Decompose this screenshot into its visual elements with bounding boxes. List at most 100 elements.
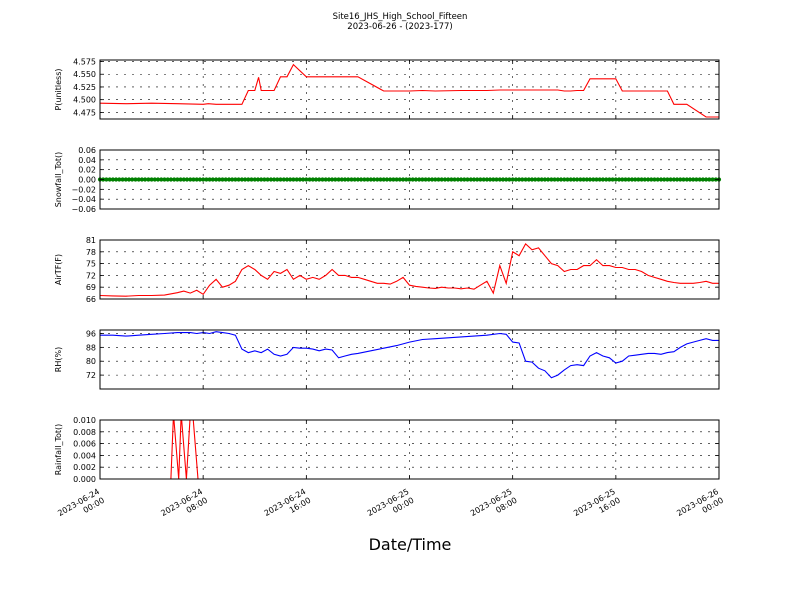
data-point <box>326 177 331 182</box>
data-point <box>220 177 225 182</box>
data-point <box>665 177 670 182</box>
y-tick-label: 0.04 <box>78 156 96 165</box>
data-point <box>417 177 422 182</box>
y-tick-label: 72 <box>86 271 96 280</box>
y-tick-label: 66 <box>86 295 96 304</box>
data-point <box>442 177 448 182</box>
data-point <box>143 177 148 182</box>
data-point <box>168 177 173 182</box>
y-tick-label: 0.002 <box>73 463 96 472</box>
y-tick-label: 72 <box>86 371 96 380</box>
data-point <box>139 177 144 182</box>
data-point <box>484 177 489 182</box>
data-point <box>658 177 664 182</box>
data-point <box>165 177 170 182</box>
data-point <box>675 177 680 182</box>
data-point <box>236 177 241 182</box>
data-point <box>610 177 615 182</box>
data-point <box>617 177 622 182</box>
y-tick-label: −0.06 <box>71 205 96 214</box>
data-point <box>262 177 267 182</box>
data-point <box>587 177 593 182</box>
data-point <box>136 177 141 182</box>
data-point <box>401 177 406 182</box>
data-point <box>268 177 273 182</box>
data-point <box>297 177 302 182</box>
y-tick-label: 75 <box>86 260 96 269</box>
y-tick-label: −0.04 <box>71 195 96 204</box>
data-point <box>410 177 415 182</box>
data-point <box>471 177 477 182</box>
data-point <box>155 177 161 182</box>
data-point <box>368 177 373 182</box>
data-point <box>542 177 548 182</box>
data-point <box>433 177 438 182</box>
data-point <box>281 177 286 182</box>
data-point <box>249 177 254 182</box>
data-point <box>184 177 190 182</box>
y-tick-label: 0.004 <box>73 451 96 460</box>
data-point <box>620 177 625 182</box>
data-point <box>710 177 715 182</box>
data-point <box>478 177 483 182</box>
data-point <box>272 177 277 182</box>
data-point <box>513 177 519 182</box>
data-point <box>555 177 560 182</box>
data-point <box>455 177 460 182</box>
data-point <box>446 177 451 182</box>
subplot-2: −0.06−0.04−0.020.000.020.040.06 Snowfall_… <box>54 146 722 214</box>
y-tick-label: −0.02 <box>71 185 96 194</box>
series-line-RH(%) <box>100 331 719 379</box>
data-point <box>687 177 693 182</box>
data-point <box>284 177 290 182</box>
data-point <box>294 177 299 182</box>
data-point <box>162 177 167 182</box>
data-point <box>642 177 647 182</box>
data-point <box>500 177 506 182</box>
data-point <box>581 177 586 182</box>
subplot-4: 72 80 88 96 RH(%) <box>54 329 720 390</box>
data-point <box>568 177 573 182</box>
data-point <box>117 177 122 182</box>
data-point <box>265 177 270 182</box>
data-point <box>465 177 470 182</box>
data-point <box>233 177 238 182</box>
data-point <box>704 177 709 182</box>
data-point <box>571 177 577 182</box>
data-point <box>336 177 341 182</box>
data-point <box>226 177 232 182</box>
data-point <box>291 177 296 182</box>
data-point <box>697 177 702 182</box>
data-point <box>613 177 618 182</box>
y-tick-label: 78 <box>86 248 96 257</box>
data-point <box>420 177 425 182</box>
data-point <box>468 177 473 182</box>
data-point <box>694 177 699 182</box>
y-axis-label: RH(%) <box>54 347 63 372</box>
data-point <box>629 177 635 182</box>
data-point <box>342 177 348 182</box>
y-tick-label: 96 <box>86 329 96 338</box>
data-point <box>394 177 399 182</box>
data-point <box>259 177 264 182</box>
data-point <box>178 177 183 182</box>
data-point <box>194 177 199 182</box>
data-point <box>381 177 386 182</box>
data-point <box>378 177 383 182</box>
data-point <box>707 177 712 182</box>
data-point <box>649 177 654 182</box>
data-point <box>562 177 567 182</box>
data-point <box>452 177 457 182</box>
data-point <box>591 177 596 182</box>
data-point <box>110 177 115 182</box>
data-point <box>691 177 696 182</box>
data-point <box>413 177 418 182</box>
data-point <box>197 177 202 182</box>
data-point <box>539 177 544 182</box>
data-point <box>439 177 444 182</box>
data-point <box>523 177 528 182</box>
data-point <box>107 177 112 182</box>
subplot-5: 0.000 0.002 0.004 0.006 0.008 0.010 Rainfall_T… <box>54 416 720 484</box>
data-point <box>346 177 351 182</box>
